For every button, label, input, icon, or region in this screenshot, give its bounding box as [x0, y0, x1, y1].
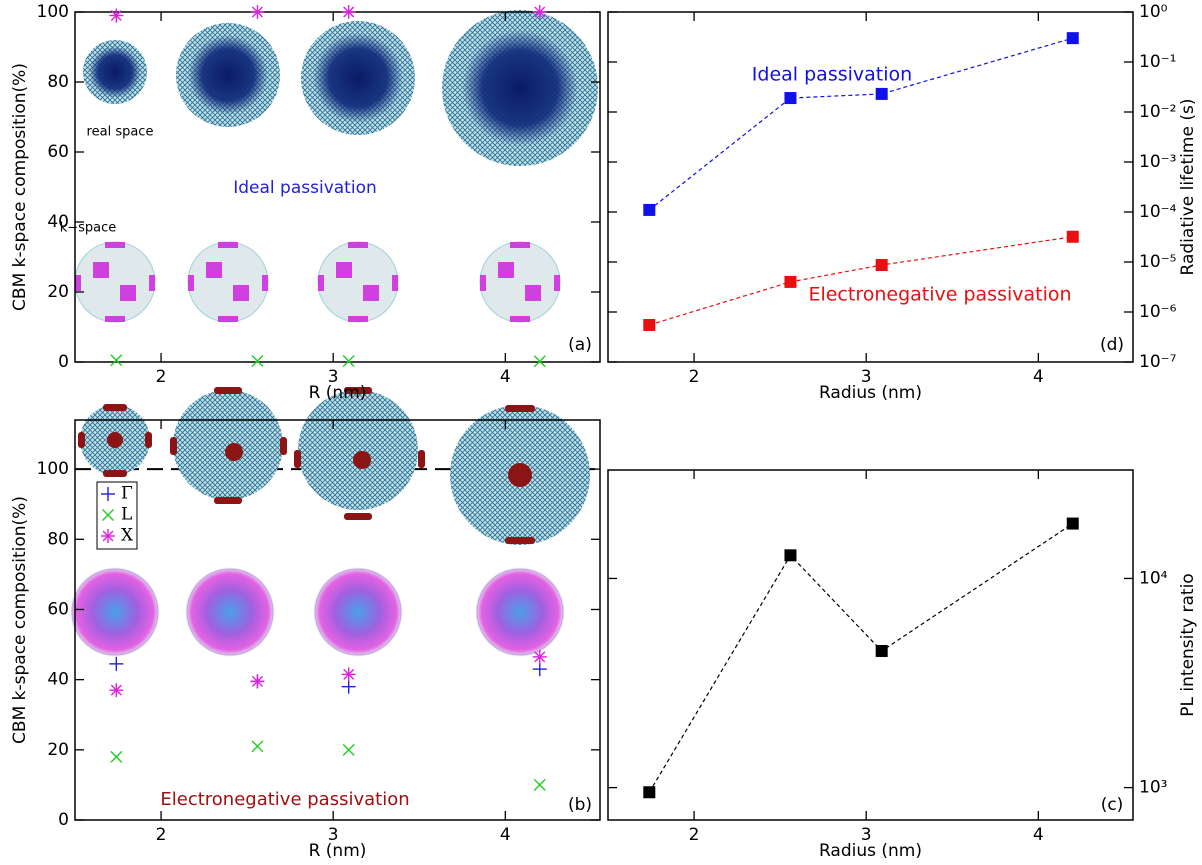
marker [342, 680, 356, 694]
y-tick-label: 40 [47, 670, 69, 690]
real-space-electronegative [78, 387, 590, 545]
real-space-ideal [83, 10, 598, 166]
y-tick-label: 10⁻¹ [1139, 52, 1176, 72]
x-tick-label: 2 [689, 367, 700, 387]
annotation: (d) [1100, 335, 1124, 355]
marker [109, 683, 123, 697]
legend-label: Γ [121, 484, 133, 504]
y-tick-label: 10⁻⁵ [1139, 252, 1176, 272]
illustrations [70, 10, 598, 657]
marker [533, 650, 547, 664]
x-tick-label: 2 [156, 367, 167, 387]
marker [784, 549, 796, 561]
marker [643, 204, 655, 216]
marker [250, 674, 264, 688]
y-tick-label: 10⁻⁷ [1139, 352, 1177, 372]
y-axis-label: CBM k-space composition(%) [10, 63, 30, 311]
marker [111, 751, 122, 762]
marker [252, 355, 263, 366]
page: 234020406080100R (nm)CBM k-space composi… [0, 0, 1202, 865]
marker [342, 5, 356, 19]
y-tick-label: 10⁰ [1139, 2, 1168, 22]
marker [252, 741, 263, 752]
marker [1067, 32, 1079, 44]
series-line [649, 237, 1072, 325]
legend-label: L [121, 505, 132, 525]
marker [534, 779, 545, 790]
x-axis-label: Radius (nm) [819, 383, 922, 403]
y-tick-label: 20 [47, 282, 69, 302]
marker [342, 667, 356, 681]
marker [1067, 231, 1079, 243]
y-tick-label: 80 [47, 529, 69, 549]
marker [343, 744, 354, 755]
y-tick-label: 10⁴ [1139, 568, 1168, 588]
annotation: k−space [60, 221, 117, 236]
marker [111, 355, 122, 366]
marker [643, 786, 655, 798]
annotation: real space [87, 125, 154, 140]
plot-frame [608, 470, 1133, 820]
y-tick-label: 20 [47, 740, 69, 760]
annotation: (b) [568, 795, 592, 815]
y-axis-label: Radiative lifetime (s) [1178, 99, 1198, 276]
marker [784, 92, 796, 104]
x-tick-label: 4 [1033, 367, 1044, 387]
series-line [649, 524, 1072, 793]
annotation: Ideal passivation [752, 64, 912, 86]
annotation: (c) [1101, 795, 1124, 815]
marker [876, 88, 888, 100]
x-tick-label: 2 [156, 825, 167, 845]
y-tick-label: 80 [47, 72, 69, 92]
y-tick-label: 10⁻⁶ [1139, 302, 1177, 322]
y-tick-label: 0 [58, 352, 69, 372]
y-tick-label: 10⁻⁴ [1139, 202, 1177, 222]
marker [1067, 518, 1079, 530]
annotation: Electronegative passivation [160, 789, 409, 810]
y-tick-label: 10⁻³ [1139, 152, 1176, 172]
marker [643, 319, 655, 331]
y-tick-label: 10⁻² [1139, 102, 1176, 122]
y-tick-label: 0 [58, 810, 69, 830]
marker [109, 9, 123, 23]
marker [109, 657, 123, 671]
marker [533, 5, 547, 19]
y-tick-label: 10³ [1139, 778, 1167, 798]
k-space-ideal [75, 242, 560, 322]
legend-label: X [121, 526, 134, 546]
annotation: (a) [568, 335, 592, 355]
y-axis-label: CBM k-space composition(%) [10, 496, 30, 744]
marker [876, 645, 888, 657]
y-tick-label: 100 [37, 459, 69, 479]
x-tick-label: 4 [500, 825, 511, 845]
x-axis-label: Radius (nm) [819, 841, 922, 861]
marker [533, 662, 547, 676]
y-axis-label: PL intensity ratio [1178, 573, 1198, 716]
y-tick-label: 60 [47, 599, 69, 619]
marker [784, 276, 796, 288]
x-axis-label: R (nm) [309, 383, 367, 403]
marker [876, 259, 888, 271]
legend-marker [101, 529, 115, 543]
annotation: Ideal passivation [233, 178, 377, 198]
y-tick-label: 100 [37, 2, 69, 22]
y-tick-label: 60 [47, 142, 69, 162]
k-space-electronegative [70, 567, 565, 657]
x-tick-label: 4 [500, 367, 511, 387]
marker [250, 5, 264, 19]
figure: 234020406080100R (nm)CBM k-space composi… [0, 0, 1202, 865]
marker [343, 355, 354, 366]
x-tick-label: 4 [1033, 825, 1044, 845]
x-tick-label: 2 [689, 825, 700, 845]
annotation: Electronegative passivation [808, 284, 1071, 306]
x-axis-label: R (nm) [309, 841, 367, 861]
